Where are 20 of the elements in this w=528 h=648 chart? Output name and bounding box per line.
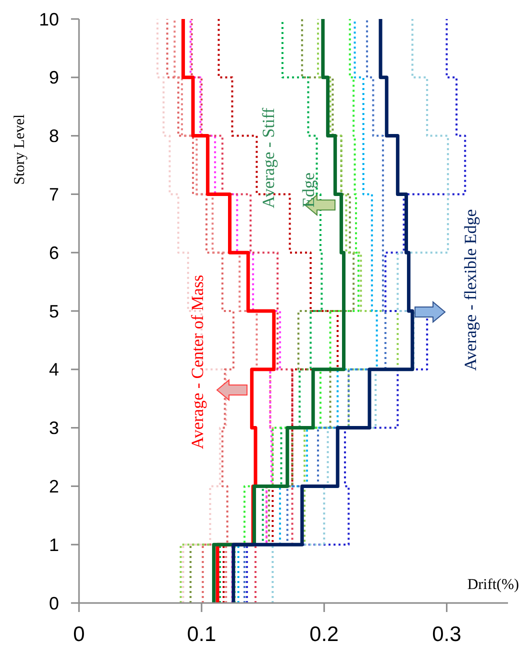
y-tick-label: 8 [48,126,59,146]
text: Average - flexible Edge [460,209,480,371]
x-tick-label: 0 [73,623,85,646]
y-tick-label: 10 [38,9,59,30]
y-tick-label: 1 [48,534,59,555]
x-tick-label: 0.1 [186,623,216,646]
y-tick-label: 7 [48,184,59,204]
x-axis-title: Drift(%) [467,577,519,593]
y-axis-title: Story Level [12,114,28,185]
y-tick-label: 3 [48,418,59,438]
x-tick-label: 0.2 [310,623,339,646]
text: Average - Center of Mass [188,274,207,450]
x-tick-label: 0.3 [432,623,462,646]
y-tick-label: 0 [48,593,59,614]
y-tick-label: 5 [48,301,59,322]
text: Average - Stiff Edge [258,108,318,208]
y-tick-label: 6 [48,242,59,263]
y-tick-label: 2 [48,476,59,496]
y-tick-label: 4 [48,360,59,380]
y-tick-label: 9 [48,68,59,88]
